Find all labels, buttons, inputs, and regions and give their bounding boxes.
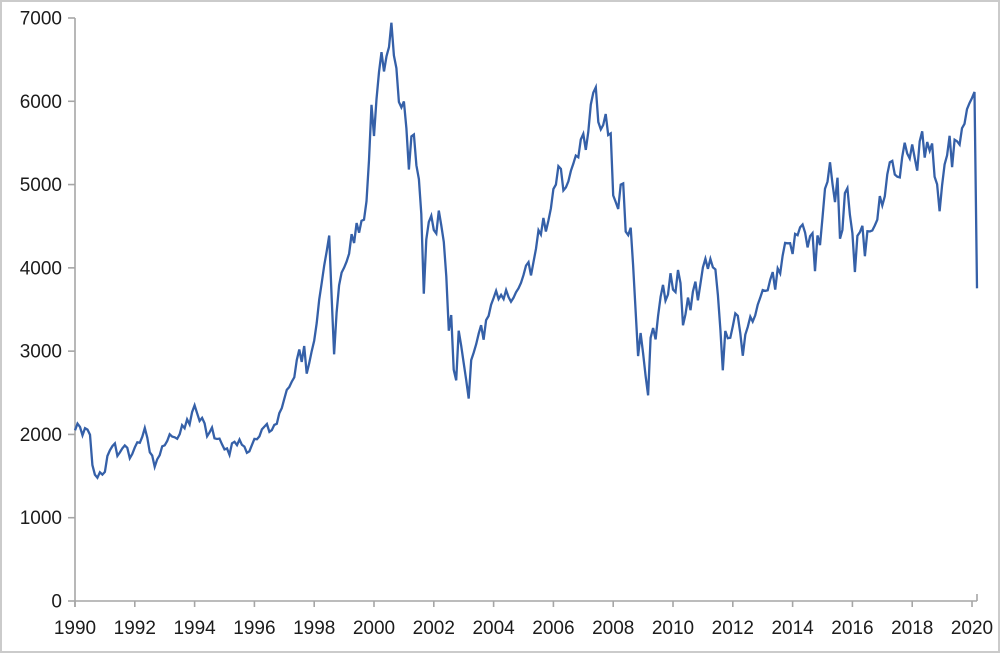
y-tick-label: 3000 (20, 342, 62, 363)
x-tick-label: 2004 (472, 618, 515, 639)
x-tick-label: 2008 (592, 618, 634, 639)
x-tick-label: 2010 (652, 618, 694, 639)
y-tick-label: 4000 (20, 258, 62, 279)
y-tick-label: 0 (51, 592, 62, 613)
x-tick-label: 1990 (54, 618, 96, 639)
y-tick-label: 1000 (20, 508, 62, 529)
x-tick-label: 2020 (951, 618, 993, 639)
x-tick-label: 2000 (353, 618, 395, 639)
y-tick-label: 7000 (20, 9, 62, 30)
x-tick-label: 1992 (114, 618, 156, 639)
x-tick-label: 2018 (891, 618, 933, 639)
y-tick-label: 2000 (20, 425, 62, 446)
y-tick-label: 6000 (20, 92, 62, 113)
index-price-line (73, 22, 979, 480)
y-tick-label: 5000 (20, 175, 62, 196)
x-tick-label: 1994 (173, 618, 216, 639)
x-tick-label: 2016 (831, 618, 873, 639)
x-tick-label: 2012 (712, 618, 754, 639)
x-tick-label: 1998 (293, 618, 335, 639)
x-tick-label: 1996 (233, 618, 275, 639)
x-tick-label: 2002 (413, 618, 455, 639)
x-tick-label: 2014 (771, 618, 814, 639)
x-tick-label: 2006 (532, 618, 574, 639)
